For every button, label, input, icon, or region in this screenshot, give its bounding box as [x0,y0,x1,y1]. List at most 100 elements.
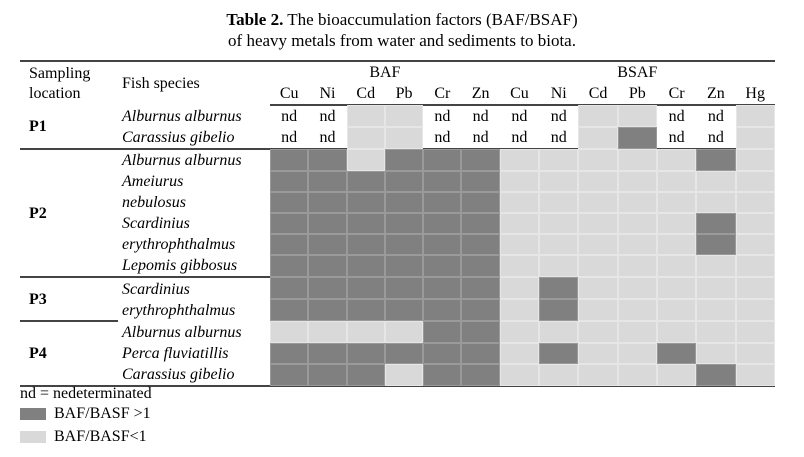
baf-cell [270,234,309,255]
bsaf-cell [735,277,775,299]
bsaf-cell [499,255,540,278]
header-baf-pb: Pb [384,83,424,106]
baf-cell [384,277,424,299]
sampling-location: P2 [20,149,118,278]
sampling-location: P3 [20,277,118,322]
bsaf-cell [735,321,775,343]
header-bsaf-hg: Hg [735,83,775,106]
bsaf-cell [539,299,579,322]
header-bsaf-cu: Cu [499,83,540,106]
bsaf-cell [499,321,540,343]
bsaf-cell [539,321,579,343]
bsaf-cell [696,192,736,213]
baf-cell [461,321,500,343]
baf-cell [270,277,309,299]
baf-cell [346,321,385,343]
bsaf-cell [656,171,697,192]
table-row [20,299,775,322]
bsaf-cell [735,343,775,364]
bsaf-cell [696,277,736,299]
baf-cell [461,234,500,255]
bsaf-cell [656,321,697,343]
header-bsaf-zn: Zn [696,83,736,106]
legend-swatch-light [20,431,46,443]
baf-cell [461,343,500,364]
bsaf-cell [735,213,775,234]
bsaf-cell: nd [656,105,697,127]
bsaf-cell [696,171,736,192]
bsaf-cell [578,105,618,127]
baf-cell [270,149,309,171]
baf-cell [423,321,462,343]
baf-cell [461,171,500,192]
baf-cell [423,364,462,387]
header-sampling-location: Sampling location [20,60,118,105]
baf-cell [270,299,309,322]
bsaf-cell [656,299,697,322]
fish-species: Alburnus alburnus [122,323,242,341]
fish-species: Scardinius erythrophthalmus [122,215,236,253]
bsaf-cell [539,149,579,171]
header-baf-cr: Cr [423,83,462,106]
baf-cell [423,277,462,299]
baf-cell [423,171,462,192]
baf-cell [308,192,347,213]
legend-swatch-dark [20,408,46,420]
bsaf-cell [578,299,618,322]
bsaf-cell [656,213,697,234]
legend-high: BAF/BASF >1 [20,405,151,423]
baf-cell [346,149,385,171]
baf-cell: nd [461,105,500,127]
bsaf-cell [578,234,618,255]
baf-cell [423,213,462,234]
baf-cell [346,255,385,278]
baf-cell [346,192,385,213]
bsaf-cell [617,343,657,364]
baf-cell [384,127,424,150]
header-baf: BAF [270,60,500,83]
bsaf-cell [617,149,657,171]
header-bsaf-pb: Pb [617,83,657,106]
bsaf-cell [656,149,697,171]
bsaf-cell: nd [696,127,736,150]
bsaf-cell [696,255,736,278]
legend-note: nd = nedeterminated [20,385,152,402]
bsaf-cell [539,192,579,213]
bsaf-cell [735,192,775,213]
baf-cell [461,299,500,322]
bsaf-cell [696,234,736,255]
baf-cell [346,364,385,387]
baf-cell [461,255,500,278]
baf-cell [346,127,385,150]
bsaf-cell [617,234,657,255]
legend-low: BAF/BASF<1 [20,428,147,446]
bsaf-cell [656,234,697,255]
header-bsaf-cr: Cr [656,83,697,106]
bsaf-cell [735,255,775,278]
table-row: Ameiurus nebulosus [20,171,775,211]
baf-cell: nd [308,127,347,150]
bsaf-cell [617,192,657,213]
table-row: Perca fluviatillis [20,343,775,364]
caption-line-1: The bioaccumulation factors (BAF/BSAF) [283,10,578,29]
bsaf-cell [735,234,775,255]
bsaf-cell: nd [499,127,540,150]
bsaf-cell [617,213,657,234]
baf-cell [346,234,385,255]
baf-cell [346,171,385,192]
bsaf-cell [578,277,618,299]
baf-cell [270,364,309,387]
table-row: P4 Alburnus alburnus [20,321,775,387]
baf-cell [346,299,385,322]
bsaf-cell: nd [539,127,579,150]
bsaf-cell [499,149,540,171]
bsaf-cell [617,299,657,322]
fish-species: Alburnus alburnus [122,107,242,125]
baf-cell [308,213,347,234]
bsaf-cell [539,171,579,192]
header-bsaf-cd: Cd [578,83,618,106]
bsaf-cell [656,364,697,387]
bsaf-cell [539,213,579,234]
bsaf-cell [539,234,579,255]
caption-label: Table 2. [226,10,284,29]
